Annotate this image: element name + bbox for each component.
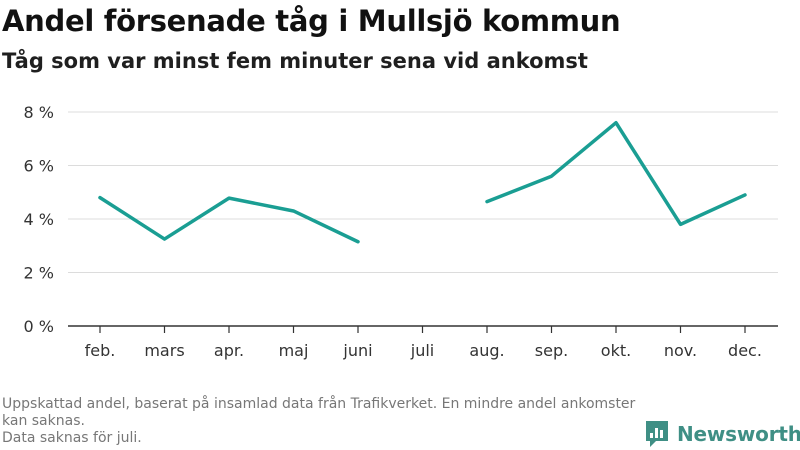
x-tick-label: feb. (85, 341, 116, 360)
x-axis: feb. mars apr. maj juni juli aug. sep. okt. nov. d… (68, 325, 778, 360)
gridlines (68, 111, 778, 273)
x-tick-label: juni (342, 341, 372, 360)
x-tick-label: okt. (601, 341, 631, 360)
x-tick-label: mars (144, 341, 184, 360)
y-tick-label: 4 % (24, 210, 54, 229)
x-tick-label: sep. (535, 341, 568, 360)
chart-title: Andel försenade tåg i Mullsjö kommun (2, 4, 621, 38)
y-axis: 0 % 2 % 4 % 6 % 8 % (24, 103, 54, 336)
series-line-segment (485, 120, 747, 227)
x-tick-label: nov. (664, 341, 697, 360)
brand-name: Newsworthy (677, 422, 800, 446)
footnote-source: Uppskattad andel, baserat på insamlad da… (2, 396, 636, 429)
x-tick-label: dec. (728, 341, 762, 360)
x-tick-label: maj (279, 341, 309, 360)
x-tick-label: apr. (214, 341, 244, 360)
y-tick-label: 8 % (24, 103, 54, 122)
y-tick-label: 2 % (24, 264, 54, 283)
y-tick-label: 0 % (24, 317, 54, 336)
chart-footnote: Uppskattad andel, baserat på insamlad da… (2, 396, 642, 447)
chart-subtitle: Tåg som var minst fem minuter sena vid a… (2, 49, 588, 73)
series-line-segment (98, 195, 360, 244)
series-lines (98, 120, 747, 244)
x-tick-label: juli (410, 341, 434, 360)
y-tick-label: 6 % (24, 157, 54, 176)
brand-logo: Newsworthy (644, 419, 800, 449)
newsworthy-logo-icon (646, 421, 668, 447)
footnote-missing-data: Data saknas för juli. (2, 430, 142, 446)
x-tick-label: aug. (469, 341, 504, 360)
